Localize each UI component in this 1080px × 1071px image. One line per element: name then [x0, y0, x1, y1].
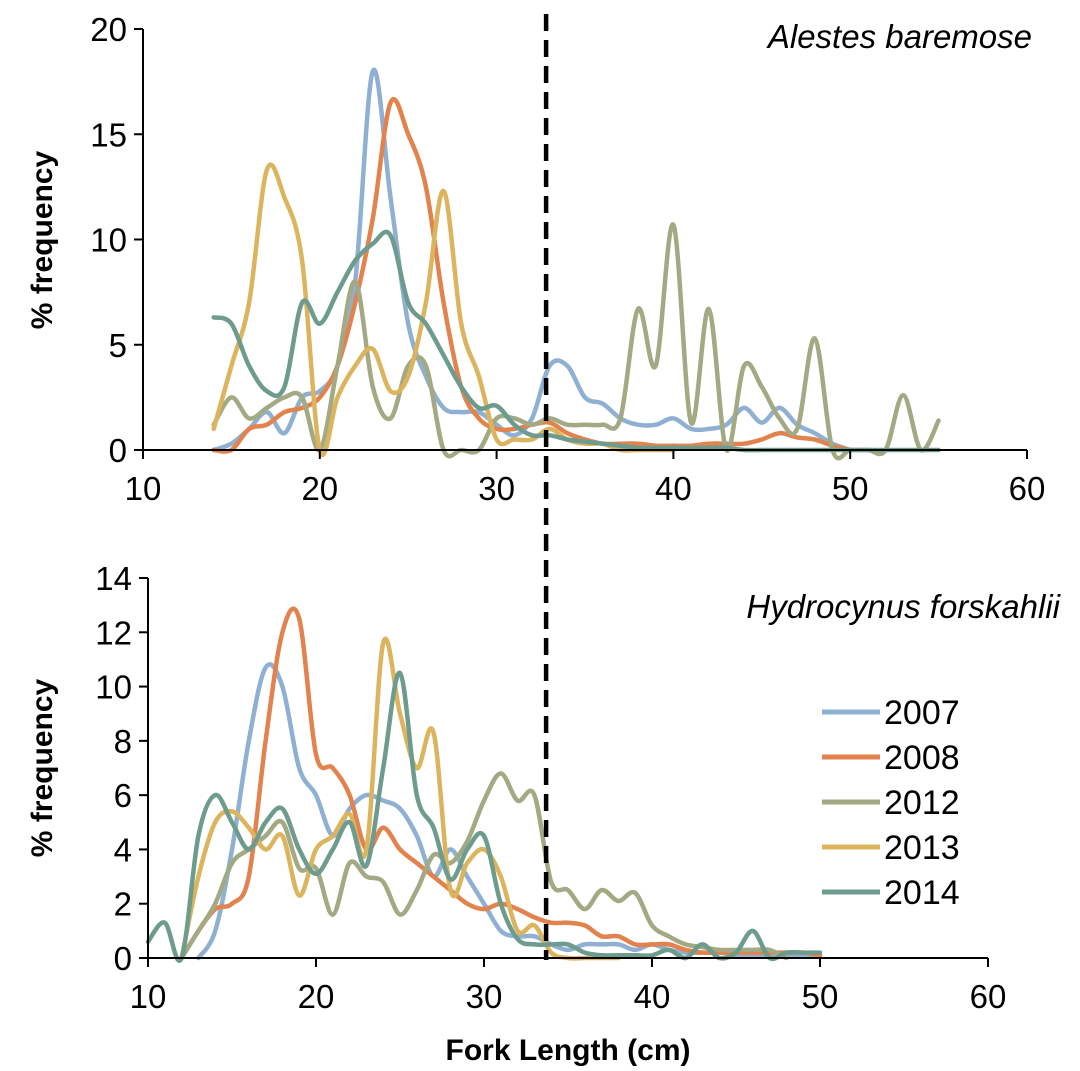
x-tick-label: 50 [802, 978, 839, 1015]
series-line-2012 [211, 222, 941, 461]
legend-label-2013: 2013 [884, 829, 960, 867]
legend: 2007 2008 2012 2013 2014 [822, 694, 960, 912]
x-tick-label: 60 [970, 978, 1007, 1015]
legend-label-2007: 2007 [884, 694, 960, 732]
x-tick-label: 50 [832, 470, 869, 507]
y-tick-label: 2 [114, 886, 132, 923]
x-tick-label: 10 [130, 978, 167, 1015]
y-tick-label: 10 [90, 222, 127, 259]
series-layer-bottom [145, 606, 823, 963]
y-axis-label-bottom: % frequency [26, 678, 59, 857]
x-tick-label: 40 [655, 470, 692, 507]
axes-top: 10 20 30 40 50 60 0 5 10 15 20 [90, 11, 1045, 507]
y-tick-label: 0 [109, 432, 127, 469]
y-tick-label: 6 [114, 777, 132, 814]
y-axis-label-top: % frequency [26, 150, 59, 329]
x-tick-label: 60 [1009, 470, 1046, 507]
y-tick-label: 8 [114, 723, 132, 760]
y-tick-label: 14 [95, 560, 132, 597]
x-axis-label: Fork Length (cm) [446, 1034, 691, 1067]
x-tick-label: 20 [298, 978, 335, 1015]
y-tick-label: 15 [90, 116, 127, 153]
legend-label-2014: 2014 [884, 874, 960, 912]
y-tick-label: 20 [90, 11, 127, 48]
series-line-2008 [211, 97, 853, 454]
x-tick-label: 30 [466, 978, 503, 1015]
axes-bottom: 10 20 30 40 50 60 0 2 4 6 8 10 12 14 [95, 560, 1006, 1015]
x-tick-label: 40 [634, 978, 671, 1015]
x-tick-label: 20 [301, 470, 338, 507]
y-tick-label: 0 [114, 940, 132, 977]
x-tick-label: 10 [125, 470, 162, 507]
series-line-2014 [211, 229, 941, 453]
panel-title-hydrocynus: Hydrocynus forskahlii [746, 588, 1061, 625]
panel-hydrocynus-forskahlii: Hydrocynus forskahlii % frequency 10 20 30… [26, 560, 1062, 1015]
series-line-2013 [179, 636, 621, 961]
legend-label-2012: 2012 [884, 784, 960, 822]
series-line-2012 [179, 771, 789, 961]
panel-alestes-baremose: Alestes baremose % frequency 10 20 30 40 50 6… [26, 11, 1045, 507]
series-line-2007 [211, 67, 853, 453]
y-tick-label: 12 [95, 614, 132, 651]
x-tick-label: 30 [478, 470, 515, 507]
series-layer-top [211, 67, 941, 461]
legend-label-2008: 2008 [884, 739, 960, 777]
y-tick-label: 5 [109, 327, 127, 364]
y-tick-label: 4 [114, 831, 132, 868]
y-tick-label: 10 [95, 669, 132, 706]
panel-title-alestes: Alestes baremose [766, 18, 1032, 55]
series-line-2014 [145, 670, 823, 963]
